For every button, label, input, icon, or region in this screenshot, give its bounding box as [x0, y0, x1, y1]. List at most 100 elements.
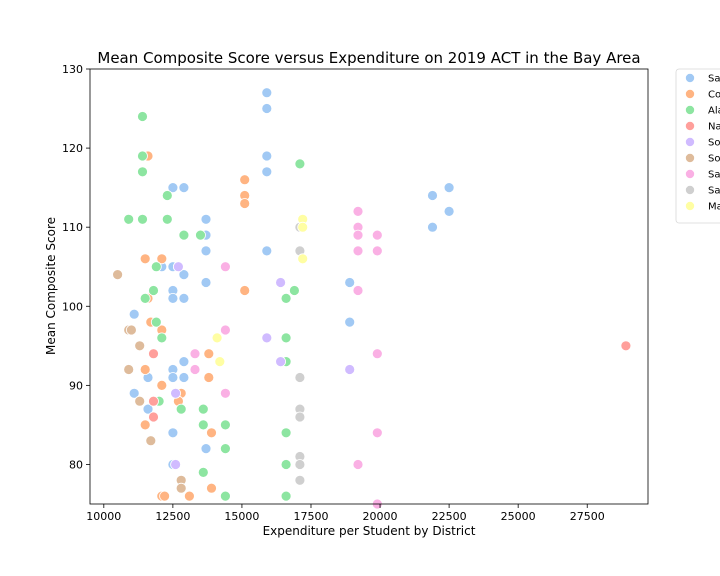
- data-point: [371, 245, 383, 257]
- data-point: [161, 190, 173, 201]
- data-point: [125, 324, 137, 336]
- data-point: [352, 245, 364, 257]
- data-point: [294, 459, 306, 470]
- data-point: [139, 419, 151, 431]
- data-point: [219, 387, 231, 399]
- chart-title: Mean Composite Score versus Expenditure …: [97, 49, 640, 67]
- legend-marker: [685, 201, 695, 211]
- y-tick-label: 120: [62, 142, 83, 155]
- legend: Sa Co Ala Na So So Sa Sa Ma: [675, 68, 720, 224]
- series-8: [211, 213, 309, 368]
- series-4: [170, 261, 356, 470]
- data-point: [189, 364, 201, 375]
- data-point: [195, 229, 206, 241]
- data-point: [183, 490, 195, 502]
- data-point: [200, 213, 212, 225]
- data-point: [137, 166, 148, 178]
- plot-area: [112, 87, 632, 510]
- legend-label: So: [708, 154, 720, 165]
- data-point: [443, 205, 455, 217]
- data-point: [344, 277, 356, 288]
- data-point: [178, 292, 190, 304]
- data-point: [371, 427, 383, 439]
- data-point: [156, 379, 168, 391]
- data-point: [156, 253, 168, 265]
- data-point: [200, 245, 212, 257]
- data-point: [280, 490, 292, 502]
- data-point: [620, 340, 632, 352]
- data-point: [206, 427, 217, 439]
- data-point: [134, 340, 146, 352]
- data-point: [142, 403, 154, 415]
- data-point: [261, 103, 273, 114]
- data-point: [294, 372, 306, 383]
- data-point: [200, 443, 212, 455]
- data-point: [148, 285, 159, 296]
- data-point: [280, 427, 292, 439]
- data-point: [261, 150, 273, 162]
- data-point: [261, 87, 273, 99]
- data-point: [178, 269, 190, 281]
- data-point: [148, 395, 159, 407]
- legend-label: Ala: [708, 106, 720, 117]
- data-point: [123, 213, 135, 225]
- data-point: [275, 356, 287, 368]
- legend-marker: [685, 73, 695, 83]
- x-axis-label: Expenditure per Student by District: [263, 524, 476, 538]
- data-point: [219, 443, 231, 455]
- data-point: [137, 111, 148, 122]
- data-point: [344, 316, 356, 328]
- data-point: [148, 348, 159, 360]
- data-point: [137, 213, 148, 225]
- data-point: [148, 411, 159, 423]
- legend-label: Sa: [708, 74, 720, 85]
- data-point: [189, 348, 201, 360]
- x-tick-label: 20000: [363, 510, 398, 523]
- data-point: [159, 490, 171, 502]
- data-point: [178, 356, 190, 368]
- y-tick-label: 100: [62, 300, 83, 313]
- data-point: [206, 482, 217, 494]
- data-point: [128, 387, 140, 399]
- data-point: [280, 332, 292, 344]
- y-tick-label: 110: [62, 221, 83, 234]
- data-point: [371, 348, 383, 360]
- series-0: [128, 87, 455, 470]
- data-point: [172, 261, 184, 273]
- data-point: [178, 372, 190, 383]
- data-point: [427, 190, 438, 201]
- legend-marker: [685, 105, 695, 115]
- y-axis: 80 90 100 110 120 130: [62, 63, 90, 471]
- data-point: [175, 403, 187, 415]
- x-tick-label: 10000: [86, 510, 121, 523]
- legend-marker: [685, 185, 695, 195]
- data-point: [297, 221, 309, 233]
- data-point: [170, 459, 182, 470]
- data-point: [167, 292, 179, 304]
- series-7: [294, 221, 306, 486]
- x-tick-label: 17500: [293, 510, 328, 523]
- data-point: [167, 182, 179, 194]
- legend-label: So: [708, 138, 720, 149]
- data-point: [443, 182, 455, 194]
- data-point: [239, 198, 251, 209]
- legend-label: Ma: [708, 202, 720, 213]
- series-6: [189, 205, 383, 510]
- data-point: [178, 182, 190, 194]
- data-point: [156, 332, 168, 344]
- series-5: [112, 269, 187, 494]
- data-point: [352, 205, 364, 217]
- data-point: [280, 459, 292, 470]
- legend-marker: [685, 137, 695, 147]
- y-axis-label: Mean Composite Score: [44, 217, 58, 355]
- legend-marker: [685, 153, 695, 163]
- data-point: [128, 308, 140, 320]
- data-point: [371, 229, 383, 241]
- legend-label: Co: [708, 90, 720, 101]
- x-tick-label: 22500: [432, 510, 467, 523]
- data-point: [203, 348, 215, 360]
- plot-frame: [89, 68, 649, 505]
- data-point: [161, 213, 173, 225]
- data-point: [427, 221, 438, 233]
